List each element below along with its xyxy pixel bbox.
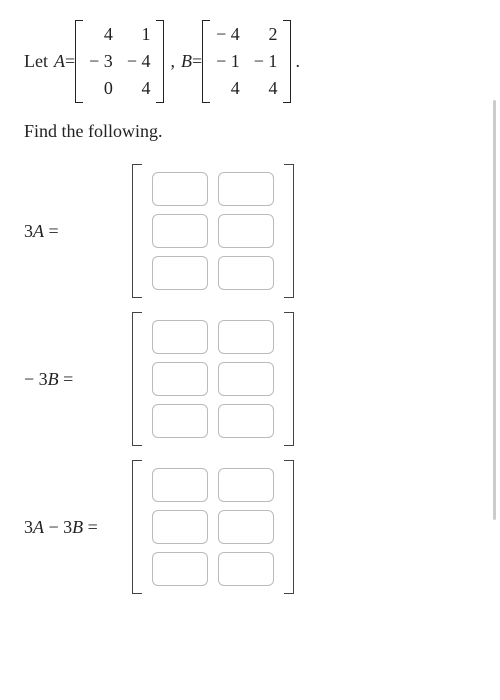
minus: − bbox=[24, 369, 34, 389]
three: 3 bbox=[24, 221, 33, 241]
matrix-input[interactable] bbox=[152, 172, 208, 206]
input-grid bbox=[142, 460, 284, 594]
var-b: B bbox=[72, 517, 83, 537]
equals: = bbox=[83, 517, 98, 537]
matrix-input[interactable] bbox=[218, 468, 274, 502]
matrix-input[interactable] bbox=[218, 362, 274, 396]
label-minus3b: − 3B = bbox=[24, 369, 132, 390]
matrix-cell: − 3 bbox=[89, 51, 113, 72]
matrix-b-grid: − 4 2 − 1 − 1 4 4 bbox=[210, 20, 283, 103]
input-matrix-3a-minus-3b bbox=[132, 460, 294, 594]
bracket-left bbox=[132, 312, 142, 446]
bracket-left bbox=[132, 164, 142, 298]
var-a: A bbox=[33, 517, 44, 537]
input-grid bbox=[142, 164, 284, 298]
minus: − bbox=[49, 517, 59, 537]
problem-definition: Let A = 4 1 − 3 − 4 0 4 , B = − 4 2 − 1 … bbox=[24, 20, 476, 103]
bracket-right bbox=[284, 312, 294, 446]
variable-b: B bbox=[181, 51, 192, 72]
equals: = bbox=[44, 221, 59, 241]
matrix-input[interactable] bbox=[218, 320, 274, 354]
equals-a: = bbox=[65, 51, 75, 72]
var-a: A bbox=[33, 221, 44, 241]
answer-row-3a-minus-3b: 3A − 3B = bbox=[24, 460, 476, 594]
find-following-text: Find the following. bbox=[24, 121, 476, 142]
label-3a-minus-3b: 3A − 3B = bbox=[24, 517, 132, 538]
matrix-input[interactable] bbox=[218, 256, 274, 290]
var-b: B bbox=[48, 369, 59, 389]
matrix-cell: − 1 bbox=[254, 51, 278, 72]
matrix-cell: 1 bbox=[127, 24, 151, 45]
input-matrix-3a bbox=[132, 164, 294, 298]
answer-row-minus3b: − 3B = bbox=[24, 312, 476, 446]
bracket-right bbox=[156, 20, 164, 103]
matrix-input[interactable] bbox=[218, 552, 274, 586]
matrix-input[interactable] bbox=[152, 214, 208, 248]
matrix-input[interactable] bbox=[152, 362, 208, 396]
matrix-cell: − 4 bbox=[127, 51, 151, 72]
three: 3 bbox=[39, 369, 48, 389]
matrix-a-grid: 4 1 − 3 − 4 0 4 bbox=[83, 20, 156, 103]
scrollbar-indicator bbox=[493, 100, 496, 520]
matrix-input[interactable] bbox=[218, 404, 274, 438]
matrix-input[interactable] bbox=[152, 468, 208, 502]
bracket-right bbox=[284, 164, 294, 298]
matrix-input[interactable] bbox=[152, 404, 208, 438]
period: . bbox=[295, 51, 300, 72]
matrix-input[interactable] bbox=[152, 510, 208, 544]
matrix-cell: 4 bbox=[254, 78, 278, 99]
matrix-cell: 0 bbox=[89, 78, 113, 99]
input-matrix-minus3b bbox=[132, 312, 294, 446]
matrix-input[interactable] bbox=[218, 172, 274, 206]
input-grid bbox=[142, 312, 284, 446]
matrix-cell: 4 bbox=[89, 24, 113, 45]
bracket-right bbox=[283, 20, 291, 103]
matrix-cell: 4 bbox=[127, 78, 151, 99]
three: 3 bbox=[24, 517, 33, 537]
matrix-b: − 4 2 − 1 − 1 4 4 bbox=[202, 20, 291, 103]
equals: = bbox=[59, 369, 74, 389]
bracket-left bbox=[132, 460, 142, 594]
bracket-right bbox=[284, 460, 294, 594]
matrix-input[interactable] bbox=[152, 320, 208, 354]
bracket-left bbox=[202, 20, 210, 103]
answer-row-3a: 3A = bbox=[24, 164, 476, 298]
matrix-input[interactable] bbox=[218, 510, 274, 544]
variable-a: A bbox=[54, 51, 65, 72]
matrix-cell: − 4 bbox=[216, 24, 240, 45]
matrix-a: 4 1 − 3 − 4 0 4 bbox=[75, 20, 164, 103]
let-label: Let bbox=[24, 51, 48, 72]
matrix-input[interactable] bbox=[152, 256, 208, 290]
matrix-cell: 2 bbox=[254, 24, 278, 45]
three: 3 bbox=[63, 517, 72, 537]
matrix-input[interactable] bbox=[152, 552, 208, 586]
matrix-cell: − 1 bbox=[216, 51, 240, 72]
matrix-cell: 4 bbox=[216, 78, 240, 99]
equals-b: = bbox=[192, 51, 202, 72]
comma: , bbox=[170, 51, 175, 72]
matrix-input[interactable] bbox=[218, 214, 274, 248]
bracket-left bbox=[75, 20, 83, 103]
label-3a: 3A = bbox=[24, 221, 132, 242]
